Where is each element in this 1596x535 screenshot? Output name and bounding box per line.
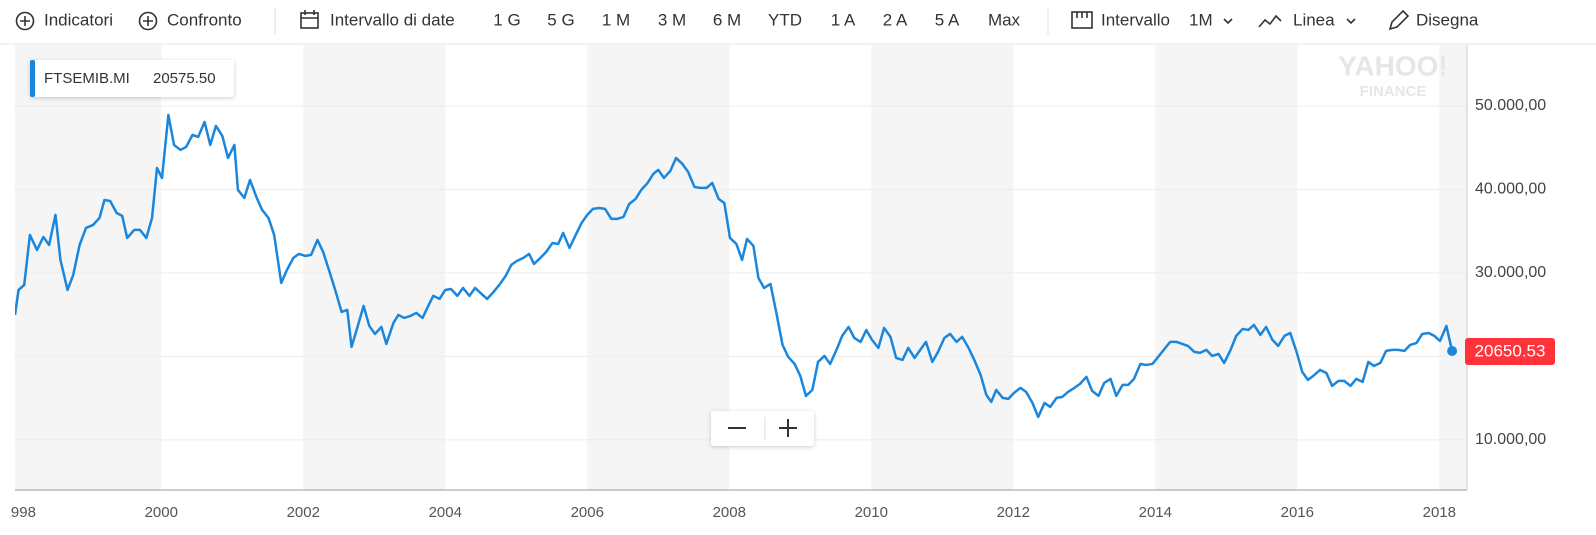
- plot-band: [303, 45, 446, 490]
- range-button[interactable]: Max: [988, 10, 1021, 29]
- interval-label: Intervallo: [1101, 10, 1170, 29]
- y-axis-labels: 10.000,0020.000,0030.000,0040.000,0050.0…: [1475, 97, 1546, 448]
- legend-swatch: [30, 60, 35, 97]
- legend-value: 20575.50: [153, 70, 216, 87]
- range-button[interactable]: 1 G: [493, 10, 520, 29]
- interval-value: 1M: [1189, 10, 1213, 29]
- zoom-controls: [711, 411, 814, 446]
- watermark-sub: FINANCE: [1360, 83, 1427, 100]
- x-tick-label: 2016: [1281, 504, 1314, 521]
- x-axis-labels: 1998 2000 2002 2004 2006 2008 2010 2012 2014 2016…: [3, 504, 1456, 521]
- price-badge-box: [1465, 337, 1555, 365]
- x-tick-label: 2010: [855, 504, 888, 521]
- price-badge: 20650.53: [1465, 337, 1555, 365]
- plot-band: [1155, 45, 1298, 490]
- price-line: [15, 113, 1454, 419]
- plot-band: [587, 45, 730, 490]
- toolbar: Indicatori Confronto Intervallo di date …: [15, 8, 1479, 34]
- legend-box: [30, 60, 234, 97]
- date-range-button[interactable]: Intervallo di date: [300, 10, 455, 29]
- interval-button[interactable]: Intervallo 1M: [1071, 10, 1233, 29]
- range-button[interactable]: 1 M: [602, 10, 630, 29]
- compare-button[interactable]: Confronto: [138, 10, 242, 31]
- indicators-label: Indicatori: [44, 10, 113, 29]
- compare-label: Confronto: [167, 10, 242, 29]
- plot-bands: [15, 45, 1467, 490]
- chart-style-button[interactable]: Linea: [1258, 10, 1356, 29]
- y-tick-label: 30.000,00: [1475, 264, 1546, 281]
- range-button[interactable]: YTD: [768, 10, 802, 29]
- x-tick-label: 2000: [145, 504, 178, 521]
- y-tick-label: 50.000,00: [1475, 97, 1546, 114]
- price-badge-label: 20650.53: [1475, 341, 1546, 360]
- plot: [15, 113, 1454, 419]
- y-tick-label: 10.000,00: [1475, 431, 1546, 448]
- plot-band: [871, 45, 1014, 490]
- range-button[interactable]: 1 A: [831, 10, 856, 29]
- x-tick-label: 2002: [287, 504, 320, 521]
- zoom-in[interactable]: [779, 419, 797, 437]
- indicators-button[interactable]: Indicatori: [15, 10, 113, 31]
- x-tick-label: 2014: [1139, 504, 1172, 521]
- watermark-logo: YAHOO!: [1338, 50, 1447, 81]
- chart-style-label: Linea: [1293, 10, 1335, 29]
- range-button[interactable]: 5 A: [935, 10, 960, 29]
- range-button[interactable]: 6 M: [713, 10, 741, 29]
- legend-name: FTSEMIB.MI: [44, 70, 130, 87]
- x-tick-label: 2004: [429, 504, 462, 521]
- plot-band: [15, 45, 20, 490]
- x-tick-label: 1998: [3, 504, 36, 521]
- zoom-box: [711, 411, 814, 446]
- range-buttons: 1 G 5 G 1 M 3 M 6 M YTD 1 A 2 A 5 A Max: [493, 10, 1020, 29]
- legend: FTSEMIB.MI 20575.50: [30, 60, 234, 97]
- range-button[interactable]: 5 G: [547, 10, 574, 29]
- x-tick-label: 2008: [713, 504, 746, 521]
- y-tick-label: 40.000,00: [1475, 181, 1546, 198]
- range-button[interactable]: 3 M: [658, 10, 686, 29]
- draw-button[interactable]: Disegna: [1388, 9, 1479, 31]
- x-tick-label: 2018: [1423, 504, 1456, 521]
- last-point: [1447, 345, 1458, 356]
- draw-label: Disegna: [1416, 10, 1479, 29]
- date-range-label: Intervallo di date: [330, 10, 455, 29]
- plot-band: [1439, 45, 1467, 490]
- x-tick-label: 2012: [997, 504, 1030, 521]
- x-tick-label: 2006: [571, 504, 604, 521]
- watermark: YAHOO! FINANCE: [1338, 50, 1447, 100]
- plot-band: [19, 45, 162, 490]
- range-button[interactable]: 2 A: [883, 10, 908, 29]
